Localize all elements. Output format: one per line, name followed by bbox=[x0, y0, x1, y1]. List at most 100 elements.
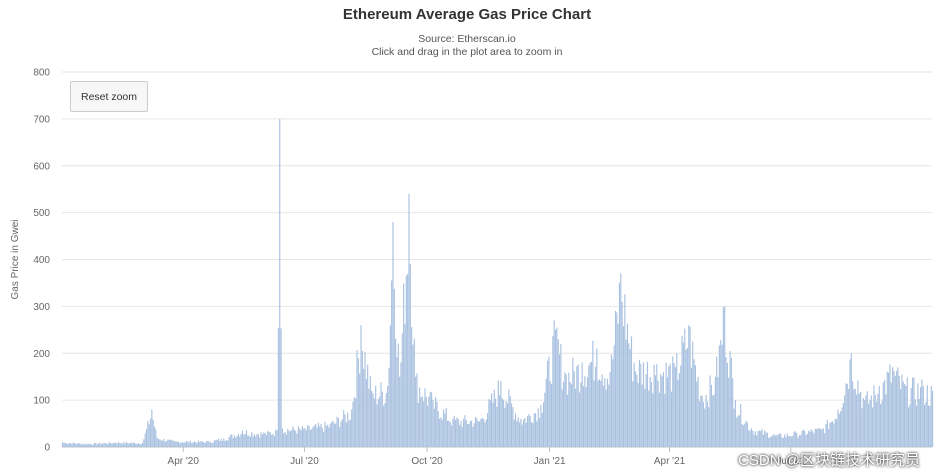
data-bar bbox=[127, 443, 128, 447]
data-bar bbox=[596, 349, 597, 447]
data-bar bbox=[618, 324, 619, 447]
data-bar bbox=[348, 421, 349, 447]
data-bar bbox=[154, 427, 155, 447]
data-bar bbox=[395, 339, 396, 447]
data-bar bbox=[670, 364, 671, 447]
data-bar bbox=[495, 399, 496, 447]
data-bar bbox=[286, 435, 287, 447]
data-bar bbox=[683, 342, 684, 447]
data-bar bbox=[121, 443, 122, 447]
data-bar bbox=[714, 394, 715, 447]
data-bar bbox=[406, 276, 407, 447]
data-bar bbox=[916, 406, 917, 447]
data-bar bbox=[555, 330, 556, 447]
data-bar bbox=[225, 441, 226, 447]
data-bar bbox=[73, 443, 74, 447]
data-bar bbox=[792, 436, 793, 447]
data-bar bbox=[339, 427, 340, 447]
data-bar bbox=[588, 365, 589, 447]
data-bar bbox=[312, 427, 313, 447]
data-bar bbox=[311, 429, 312, 447]
data-bar bbox=[466, 420, 467, 447]
data-bar bbox=[720, 340, 721, 447]
data-bar bbox=[150, 419, 151, 447]
data-bar bbox=[202, 442, 203, 447]
data-bar bbox=[860, 392, 861, 447]
data-bar bbox=[812, 431, 813, 447]
data-bar bbox=[162, 441, 163, 447]
data-bar bbox=[719, 345, 720, 447]
data-bar bbox=[634, 363, 635, 447]
data-bar bbox=[490, 400, 491, 447]
data-bar bbox=[346, 422, 347, 447]
data-bar bbox=[179, 443, 180, 447]
data-bar bbox=[134, 443, 135, 447]
data-bar bbox=[651, 382, 652, 447]
data-bar bbox=[592, 341, 593, 447]
data-bar bbox=[749, 431, 750, 447]
data-bar bbox=[427, 406, 428, 447]
data-bar bbox=[243, 435, 244, 447]
data-bar bbox=[775, 436, 776, 447]
data-bar bbox=[797, 438, 798, 447]
data-bar bbox=[410, 264, 411, 447]
data-bar bbox=[603, 386, 604, 447]
data-bar bbox=[840, 411, 841, 447]
data-bar bbox=[680, 366, 681, 447]
data-bar bbox=[167, 440, 168, 447]
data-bar bbox=[498, 381, 499, 447]
data-bar bbox=[378, 399, 379, 447]
data-bar bbox=[306, 430, 307, 447]
data-bar bbox=[534, 413, 535, 447]
data-bar bbox=[394, 289, 395, 447]
data-bar bbox=[865, 395, 866, 447]
data-bar bbox=[675, 367, 676, 447]
data-bar bbox=[456, 418, 457, 447]
data-bar bbox=[833, 424, 834, 447]
data-bar bbox=[512, 407, 513, 447]
data-bar bbox=[925, 402, 926, 447]
data-bar bbox=[539, 418, 540, 447]
data-bar bbox=[666, 363, 667, 447]
data-bar bbox=[692, 341, 693, 447]
data-bar bbox=[809, 432, 810, 447]
data-bar bbox=[856, 395, 857, 447]
data-bar bbox=[370, 376, 371, 447]
data-bar bbox=[740, 404, 741, 447]
data-bar bbox=[284, 432, 285, 447]
data-bar bbox=[821, 429, 822, 447]
data-bar bbox=[119, 443, 120, 447]
data-bar bbox=[931, 386, 932, 447]
data-bar bbox=[335, 423, 336, 447]
data-bar bbox=[448, 421, 449, 447]
data-bar bbox=[113, 443, 114, 447]
data-bar bbox=[583, 386, 584, 447]
data-bar bbox=[885, 394, 886, 447]
data-bar bbox=[614, 345, 615, 447]
data-bar bbox=[807, 434, 808, 447]
data-bar bbox=[175, 441, 176, 447]
data-bar bbox=[422, 397, 423, 447]
data-bar bbox=[777, 435, 778, 447]
data-bar bbox=[78, 443, 79, 447]
data-bar bbox=[776, 435, 777, 447]
data-bar bbox=[791, 437, 792, 447]
data-bar bbox=[366, 379, 367, 447]
y-tick-label: 700 bbox=[33, 114, 50, 125]
data-bar bbox=[227, 440, 228, 447]
data-bar bbox=[328, 427, 329, 447]
data-bar bbox=[706, 395, 707, 447]
data-bar bbox=[526, 423, 527, 447]
data-bar bbox=[772, 435, 773, 447]
data-bar bbox=[654, 365, 655, 447]
data-bar bbox=[392, 222, 393, 447]
data-bar bbox=[308, 426, 309, 447]
data-bar bbox=[332, 421, 333, 447]
data-bar bbox=[715, 377, 716, 447]
data-bar bbox=[383, 406, 384, 447]
data-bar bbox=[487, 413, 488, 447]
data-bar bbox=[65, 443, 66, 447]
data-bar bbox=[85, 444, 86, 447]
data-bar bbox=[250, 437, 251, 447]
